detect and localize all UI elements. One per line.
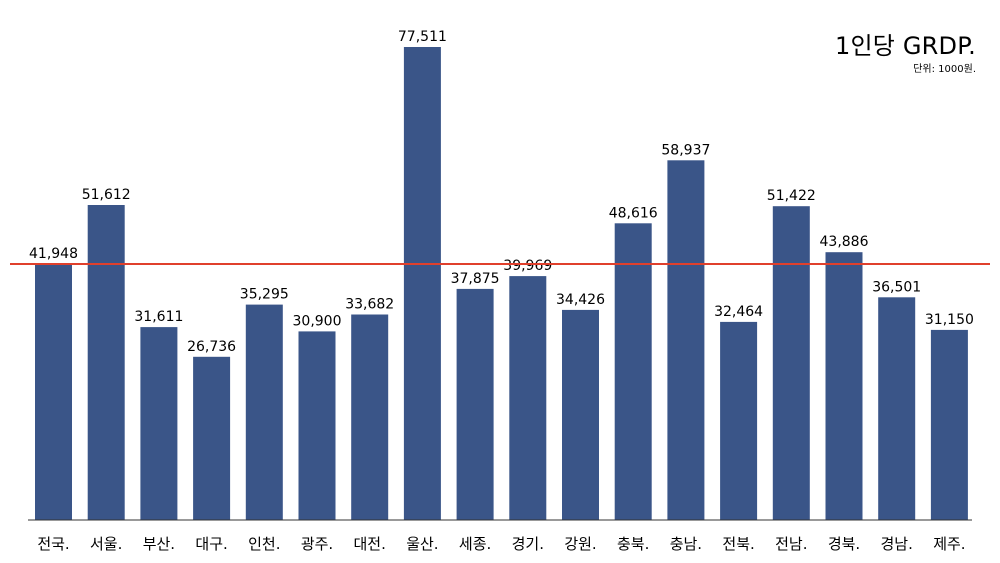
category-label-12: 충남. <box>670 535 702 553</box>
category-label-1: 서울. <box>90 535 122 553</box>
bar-13 <box>720 321 758 520</box>
bar-0 <box>35 264 72 520</box>
category-label-3: 대구. <box>195 535 227 553</box>
data-label-2: 31,611 <box>134 309 183 325</box>
data-label-5: 30,900 <box>293 313 342 329</box>
category-label-5: 광주. <box>301 535 333 553</box>
category-label-15: 경북. <box>828 535 860 553</box>
category-label-16: 경남. <box>881 535 913 553</box>
data-label-4: 35,295 <box>240 287 289 303</box>
data-label-6: 33,682 <box>345 297 394 313</box>
bar-3 <box>193 356 231 520</box>
bar-1 <box>87 205 125 520</box>
bar-14 <box>772 206 810 520</box>
bar-10 <box>562 309 599 520</box>
bar-9 <box>509 276 547 520</box>
category-label-6: 대전. <box>354 535 386 553</box>
data-label-10: 34,426 <box>556 292 605 308</box>
bar-5 <box>298 331 336 520</box>
bar-12 <box>667 160 705 521</box>
data-label-13: 32,464 <box>714 304 763 320</box>
data-label-17: 31,150 <box>925 312 974 328</box>
category-label-9: 경기. <box>512 535 544 553</box>
bar-11 <box>614 223 652 521</box>
data-label-7: 77,511 <box>398 29 447 45</box>
category-label-17: 제주. <box>933 535 965 553</box>
chart-title: 1인당 GRDP. <box>835 32 976 60</box>
chart-unit-note: 단위: 1000원. <box>913 64 976 75</box>
category-label-13: 전북. <box>722 535 754 553</box>
bar-2 <box>140 327 178 520</box>
bars-group <box>35 47 968 521</box>
data-label-8: 37,875 <box>451 271 500 287</box>
data-label-3: 26,736 <box>187 339 236 355</box>
category-label-14: 전남. <box>775 535 807 553</box>
bar-17 <box>930 329 968 520</box>
data-label-9: 39,969 <box>503 258 552 274</box>
category-label-4: 인천. <box>248 535 280 553</box>
category-label-11: 충북. <box>617 535 649 553</box>
data-label-12: 58,937 <box>661 142 710 158</box>
data-label-1: 51,612 <box>82 187 131 203</box>
data-label-14: 51,422 <box>767 188 816 204</box>
category-labels-group: 전국. 서울. 부산. 대구. 인천. 광주. 대전. 울산. 세종. 경기. 강원. 충북. 충남. 전… <box>37 535 965 553</box>
category-label-8: 세종. <box>459 535 491 553</box>
bar-6 <box>351 314 389 520</box>
bar-4 <box>245 304 283 520</box>
bar-7 <box>403 47 441 520</box>
category-label-2: 부산. <box>143 535 175 553</box>
bar-16 <box>878 297 916 520</box>
data-label-11: 48,616 <box>609 205 658 221</box>
category-label-0: 전국. <box>37 535 69 553</box>
bar-8 <box>456 288 494 520</box>
data-label-0: 41,948 <box>29 246 78 262</box>
bar-15 <box>825 252 863 520</box>
category-label-10: 강원. <box>564 535 596 553</box>
category-label-7: 울산. <box>406 535 438 553</box>
data-label-15: 43,886 <box>820 234 869 250</box>
data-label-16: 36,501 <box>872 279 921 295</box>
